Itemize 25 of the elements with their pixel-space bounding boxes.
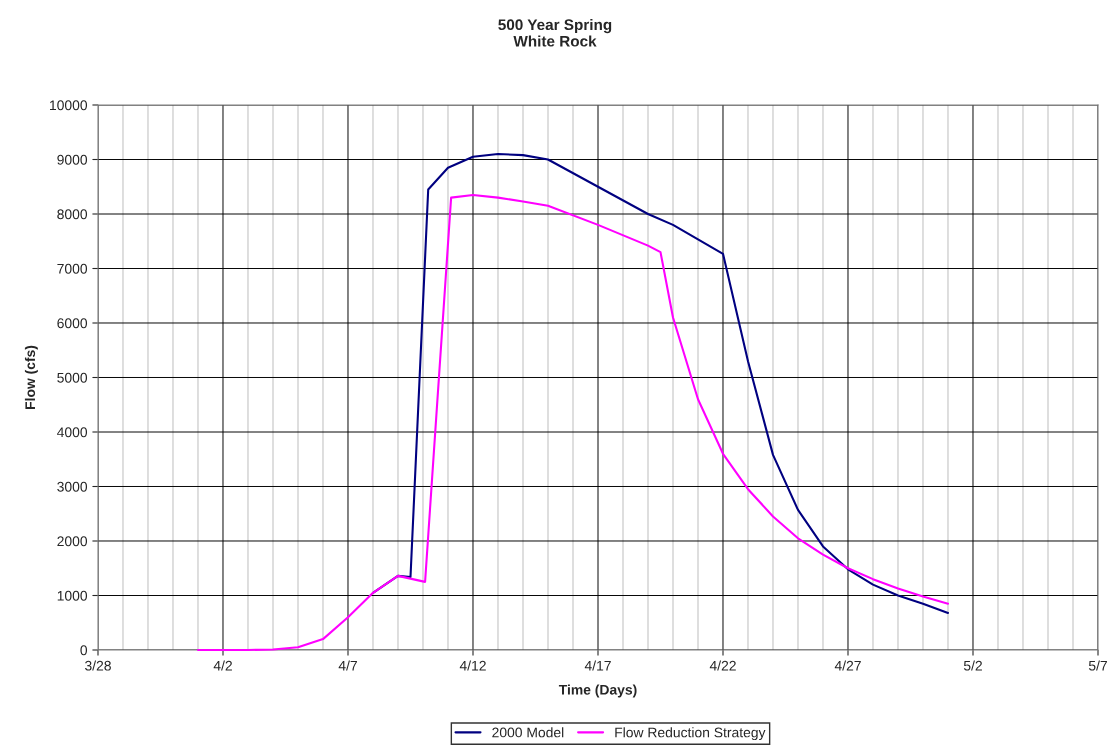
x-tick-label: 4/7 <box>338 660 357 671</box>
y-tick-label: 6000 <box>57 318 88 329</box>
y-tick-label: 0 <box>80 645 88 656</box>
x-tick-label: 5/2 <box>963 660 982 671</box>
y-tick-label: 2000 <box>57 536 88 547</box>
y-tick-label: 5000 <box>57 372 88 383</box>
x-tick-label: 4/27 <box>834 660 861 671</box>
y-axis-title: Flow (cfs) <box>24 345 38 409</box>
x-axis-title: Time (Days) <box>558 684 637 698</box>
y-tick-label: 4000 <box>57 427 88 438</box>
x-tick-label: 4/22 <box>709 660 736 671</box>
legend-label: Flow Reduction Strategy <box>615 727 766 741</box>
x-tick-label: 5/7 <box>1088 660 1107 671</box>
y-tick-label: 8000 <box>57 209 88 220</box>
y-tick-label: 9000 <box>57 154 88 165</box>
y-tick-label: 3000 <box>57 481 88 492</box>
x-tick-label: 3/28 <box>85 660 111 671</box>
x-tick-label: 4/12 <box>459 660 486 671</box>
y-tick-label: 7000 <box>57 263 88 274</box>
y-tick-label: 1000 <box>57 590 88 601</box>
legend-label: 2000 Model <box>492 727 564 738</box>
x-tick-label: 4/2 <box>213 660 232 671</box>
chart-title: 500 Year Spring White Rock <box>498 18 612 47</box>
x-tick-label: 4/17 <box>584 660 611 671</box>
y-tick-label: 10000 <box>50 100 88 111</box>
